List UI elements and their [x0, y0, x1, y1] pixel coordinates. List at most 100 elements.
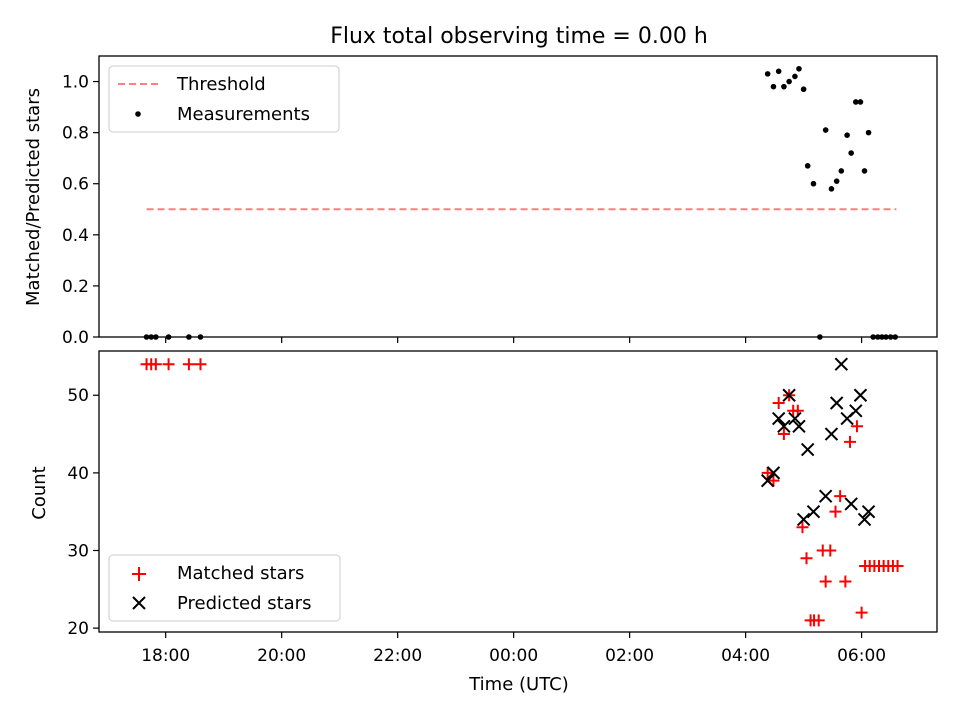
top-axes-frame: [98, 55, 938, 338]
matched-star-point: [850, 420, 863, 433]
matched-star-point: [829, 505, 842, 518]
bottom-xtick-label: 02:00: [605, 646, 654, 666]
matched-star-point: [761, 466, 774, 479]
bottom-legend-box: [108, 554, 341, 622]
matched-star-point: [844, 435, 857, 448]
predicted-star-point: [818, 489, 833, 503]
bottom-xlabel: Time (UTC): [468, 674, 569, 695]
predicted-star-point: [844, 497, 858, 511]
bottom-legend-label-predicted: Predicted stars: [177, 593, 311, 614]
predicted-star-point: [800, 442, 815, 457]
predicted-star-point: [849, 404, 863, 418]
matched-star-point: [819, 575, 832, 588]
matched-star-point: [182, 358, 195, 371]
predicted-star-point: [777, 419, 791, 434]
top-legend-box: [108, 65, 340, 133]
bottom-ytick-label: 50: [67, 386, 89, 406]
predicted-star-point: [834, 357, 849, 371]
measurement-point: [865, 129, 872, 136]
matched-star-point: [194, 358, 207, 371]
measurement-point: [853, 99, 859, 105]
predicted-star-point: [857, 512, 872, 527]
matched-star-point: [839, 575, 852, 588]
bottom-ylabel: Count: [29, 466, 50, 519]
predicted-star-point: [771, 411, 786, 426]
bottom-ytick-label: 30: [67, 541, 89, 561]
measurement-point: [844, 132, 850, 138]
bottom-legend: Matched stars Predicted stars: [108, 554, 341, 622]
predicted-star-point: [788, 411, 802, 426]
measurement-point: [792, 73, 798, 80]
measurement-point: [810, 180, 817, 187]
predicted-star-point: [824, 427, 839, 441]
bottom-ytick-label: 20: [67, 619, 89, 639]
top-panel: Matched/Predicted stars 0.0 0.2 0.4 0.6 0.8 1…: [23, 55, 938, 348]
predicted-star-point: [760, 473, 775, 488]
measurement-point: [800, 86, 807, 93]
predicted-star-point: [861, 504, 876, 519]
measurement-point: [861, 168, 868, 174]
measurements-legend-swatch: [135, 111, 141, 117]
top-ytick-label: 0.0: [62, 328, 89, 348]
bottom-y-axis: 20 30 40 50: [67, 386, 99, 639]
top-ytick-label: 0.4: [62, 226, 89, 246]
measurement-point: [764, 71, 771, 77]
top-x-tick-marks: [165, 337, 863, 343]
bottom-legend-label-matched: Matched stars: [177, 563, 304, 584]
top-legend-label-measurements: Measurements: [177, 104, 310, 125]
matched-star-point: [162, 358, 175, 371]
measurement-point: [857, 99, 864, 105]
predicted-star-point: [806, 504, 821, 519]
matched-star-point: [834, 490, 847, 503]
measurement-point: [775, 68, 782, 75]
matched-star-point: [812, 614, 825, 627]
matched-star-point: [824, 544, 837, 557]
matched-legend-swatch: [132, 567, 146, 581]
top-ytick-label: 1.0: [62, 73, 89, 93]
measurement-point: [781, 83, 787, 90]
matched-star-point: [149, 358, 162, 371]
bottom-panel: Count Time (UTC) 20 30 40 50 18:00 20:00 22:0…: [29, 350, 938, 695]
matched-star-point: [855, 606, 868, 619]
matched-star-point: [891, 560, 904, 573]
measurement-point: [786, 78, 792, 85]
top-ytick-label: 0.2: [62, 277, 89, 297]
predicted-star-point: [792, 419, 806, 434]
measurement-point: [822, 127, 829, 133]
chart-title: Flux total observing time = 0.00 h: [330, 24, 708, 49]
bottom-x-axis: 18:00 20:00 22:00 00:00 02:00 04:00 06:00: [141, 632, 886, 666]
top-ylabel: Matched/Predicted stars: [23, 88, 44, 306]
measurement-point: [770, 83, 777, 90]
bottom-xtick-label: 18:00: [141, 646, 190, 666]
bottom-ytick-label: 40: [67, 464, 89, 484]
top-y-axis: 0.0 0.2 0.4 0.6 0.8 1.0: [62, 73, 99, 348]
bottom-xtick-label: 06:00: [837, 646, 886, 666]
matched-star-point: [772, 397, 785, 410]
matched-star-point: [796, 521, 809, 534]
predicted-star-point: [782, 388, 796, 402]
matched-star-point: [777, 428, 790, 441]
bottom-xtick-label: 00:00: [489, 646, 538, 666]
matched-star-point: [767, 474, 780, 487]
bottom-axes-frame: [98, 350, 938, 633]
predicted-legend-swatch: [132, 596, 146, 610]
measurement-point: [838, 168, 845, 174]
bottom-xtick-label: 22:00: [373, 646, 422, 666]
top-ytick-label: 0.6: [62, 175, 89, 195]
measurement-point: [804, 163, 811, 169]
predicted-star-point: [829, 396, 844, 410]
matched-star-point: [800, 552, 813, 565]
measurement-point: [833, 178, 840, 184]
top-legend-label-threshold: Threshold: [176, 74, 266, 95]
measurement-point: [848, 150, 854, 156]
bottom-xtick-label: 04:00: [721, 646, 770, 666]
top-ytick-label: 0.8: [62, 124, 89, 144]
top-legend: Threshold Measurements: [108, 65, 340, 133]
measurement-point: [828, 186, 835, 192]
predicted-star-point: [766, 466, 781, 480]
bottom-plot-area: [140, 357, 904, 627]
bottom-xtick-label: 20:00: [257, 646, 306, 666]
measurement-point: [796, 65, 802, 72]
predicted-star-point: [853, 388, 868, 402]
